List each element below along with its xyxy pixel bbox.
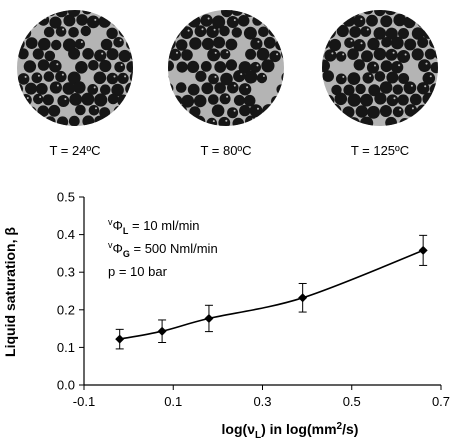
y-tick-label: 0.2 <box>57 302 75 317</box>
chart-annotations: vΦL = 10 ml/min vΦG = 500 Nml/min p = 10… <box>108 217 218 279</box>
x-tick-label: 0.1 <box>164 394 182 409</box>
y-axis-title: Liquid saturation, β <box>2 227 18 357</box>
liquid-saturation-chart: 0.0 0.1 0.2 0.3 0.4 0.5 -0.1 0.1 0.3 0.5 0.7 vΦL =… <box>2 190 450 442</box>
chart-axes: 0.0 0.1 0.2 0.3 0.4 0.5 -0.1 0.1 0.3 0.5 0.7 <box>57 190 450 410</box>
temperature-label-80c: T = 80ºC <box>200 143 252 158</box>
data-point-marker <box>157 326 167 336</box>
data-point-marker <box>418 245 428 255</box>
y-tick-label: 0.1 <box>57 340 75 355</box>
x-tick-label: 0.7 <box>432 394 450 409</box>
micrograph-row: T = 24ºC T = 80ºC T = 125ºC <box>0 0 450 165</box>
data-point-marker <box>298 293 308 303</box>
x-axis-title: log(νL) in log(mm2/s) <box>222 421 359 441</box>
micrograph-125c <box>320 8 440 128</box>
temperature-label-125c: T = 125ºC <box>350 143 410 158</box>
x-tick-label: -0.1 <box>73 394 95 409</box>
x-tick-label: 0.5 <box>343 394 361 409</box>
annotation-liquid-flow: vΦL = 10 ml/min <box>108 217 200 236</box>
annotation-gas-flow: vΦG = 500 Nml/min <box>108 240 218 259</box>
y-tick-label: 0.5 <box>57 190 75 205</box>
data-point-marker <box>204 313 214 323</box>
data-point-marker <box>115 334 125 344</box>
chart-series <box>115 234 428 350</box>
series-line <box>119 249 424 340</box>
temperature-label-24c: T = 24ºC <box>49 143 101 158</box>
y-tick-label: 0.3 <box>57 265 75 280</box>
y-tick-label: 0.4 <box>57 227 75 242</box>
x-tick-label: 0.3 <box>253 394 271 409</box>
micrograph-24c <box>15 8 135 128</box>
micrograph-80c <box>166 8 286 128</box>
y-tick-label: 0.0 <box>57 378 75 393</box>
annotation-pressure: p = 10 bar <box>108 264 168 279</box>
